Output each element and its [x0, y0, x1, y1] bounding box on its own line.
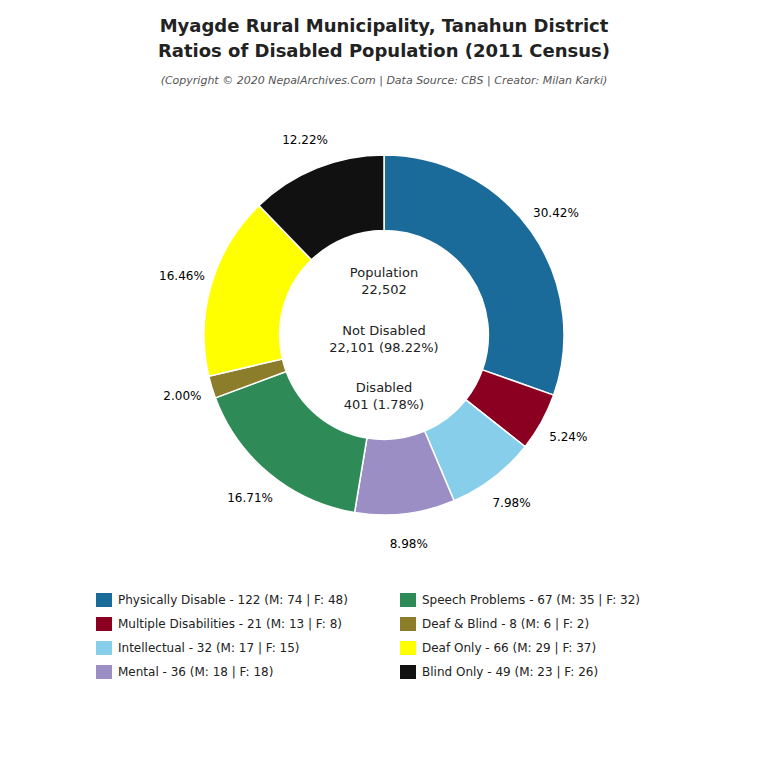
data-label: 7.98%	[492, 496, 530, 510]
page: Donut chart html, body { margin: 0; padd…	[0, 0, 768, 768]
slice	[259, 155, 384, 260]
data-label: 16.71%	[227, 491, 273, 505]
legend-swatch	[400, 641, 416, 655]
slice	[355, 431, 455, 515]
data-label: 8.98%	[390, 537, 428, 551]
data-label: 12.22%	[282, 133, 328, 147]
data-label: 30.42%	[533, 206, 579, 220]
legend-label: Deaf & Blind - 8 (M: 6 | F: 2)	[422, 617, 589, 631]
center-annotation: Not Disabled	[342, 323, 425, 338]
subtitle: (Copyright © 2020 NepalArchives.Com | Da…	[161, 74, 608, 87]
data-labels: 30.42% 5.24% 7.98% 8.98% 16.71% 2.00% 16.46% 12…	[159, 133, 587, 551]
title: Myagde Rural Municipality, Tanahun Distr…	[160, 15, 609, 36]
legend-swatch	[96, 593, 112, 607]
legend-label: Blind Only - 49 (M: 23 | F: 26)	[422, 665, 598, 679]
center-annotation: 401 (1.78%)	[344, 397, 424, 412]
data-label: 5.24%	[549, 430, 587, 444]
legend-label: Multiple Disabilities - 21 (M: 13 | F: 8…	[118, 617, 342, 631]
center-annotation: 22,502	[361, 282, 407, 297]
legend-label: Speech Problems - 67 (M: 35 | F: 32)	[422, 593, 640, 607]
data-label: 2.00%	[163, 389, 201, 403]
legend-swatch	[400, 593, 416, 607]
legend-swatch	[96, 641, 112, 655]
legend-swatch	[400, 665, 416, 679]
background	[0, 0, 768, 768]
center-annotation: Disabled	[356, 380, 412, 395]
slices	[204, 155, 564, 515]
legend-label: Intellectual - 32 (M: 17 | F: 15)	[118, 641, 300, 655]
legend-label: Deaf Only - 66 (M: 29 | F: 37)	[422, 641, 596, 655]
chart: Myagde Rural Municipality, Tanahun Distr…	[0, 0, 768, 768]
page-body: {"chart_data": { "type": "donut", "title…	[0, 0, 768, 768]
legend-swatch	[96, 617, 112, 631]
legend-swatch	[400, 617, 416, 631]
title: Ratios of Disabled Population (2011 Cens…	[158, 40, 610, 61]
legend: Physically Disable - 122 (M: 74 | F: 48)…	[96, 593, 640, 679]
center-annotation: Population	[350, 265, 418, 280]
data-label: 16.46%	[159, 269, 205, 283]
legend-label: Physically Disable - 122 (M: 74 | F: 48)	[118, 593, 348, 607]
center-annotation: 22,101 (98.22%)	[329, 340, 438, 355]
legend-swatch	[96, 665, 112, 679]
legend-label: Mental - 36 (M: 18 | F: 18)	[118, 665, 273, 679]
slice	[215, 371, 367, 512]
